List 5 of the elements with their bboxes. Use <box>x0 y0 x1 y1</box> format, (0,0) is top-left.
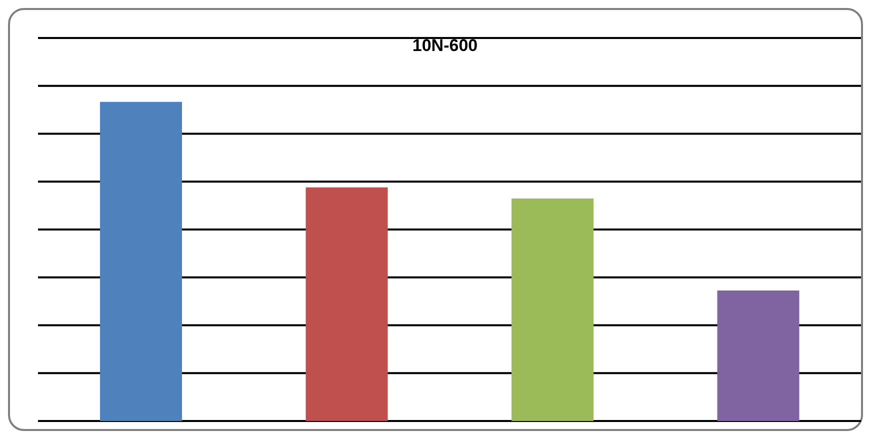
bar <box>512 198 594 421</box>
chart-title: 10N-600 <box>411 36 479 56</box>
bar <box>306 187 388 421</box>
bar <box>100 102 182 421</box>
bar <box>717 290 800 421</box>
